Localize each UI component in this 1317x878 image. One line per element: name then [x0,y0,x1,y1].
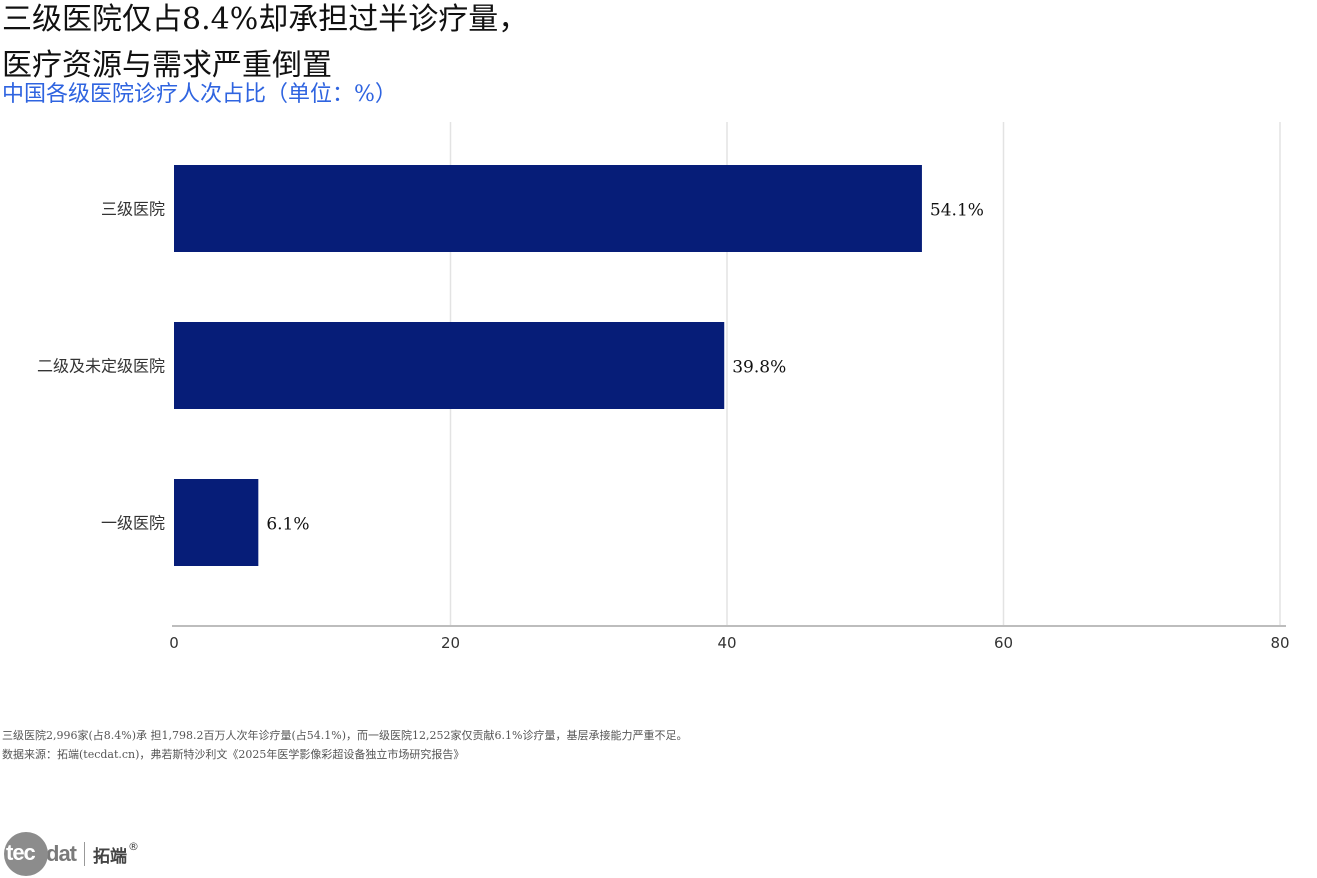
registered-mark: ® [128,840,139,853]
x-tick-label: 20 [441,634,460,652]
category-label: 三级医院 [101,200,165,219]
logo-text-chinese: 拓端 [93,846,127,867]
chart-subtitle: 中国各级医院诊疗人次占比（单位：%） [2,82,397,107]
data-label: 39.8% [732,358,786,378]
logo-divider [84,842,85,866]
chart-title-line-1: 三级医院仅占8.4%却承担过半诊疗量， [2,2,529,37]
x-tick-label: 80 [1270,634,1289,652]
logo-text-tec: tec [6,840,36,865]
category-label: 二级及未定级医院 [37,357,165,376]
x-tick-label: 60 [994,634,1013,652]
category-label: 一级医院 [101,514,165,533]
bars [174,165,922,566]
bar [174,165,922,252]
x-tick-label: 0 [169,634,179,652]
chart-note: 三级医院2,996家(占8.4%)承 担1,798.2百万人次年诊疗量(占54.… [2,729,688,742]
x-tick-label: 40 [717,634,736,652]
data-source: 数据来源：拓端(tecdat.cn)，弗若斯特沙利文《2025年医学影像彩超设备… [2,748,465,761]
bar [174,322,725,409]
logo-text-dat: dat [46,841,77,866]
logo-circle-icon: tec [4,832,48,876]
tecdat-logo: tec dat 拓端 ® [4,832,139,876]
data-label: 6.1% [266,515,309,535]
chart-title-line-2: 医疗资源与需求严重倒置 [2,48,332,83]
data-label: 54.1% [930,201,984,221]
data-labels: 54.1% 39.8% 6.1% [266,201,984,535]
bar [174,479,259,566]
